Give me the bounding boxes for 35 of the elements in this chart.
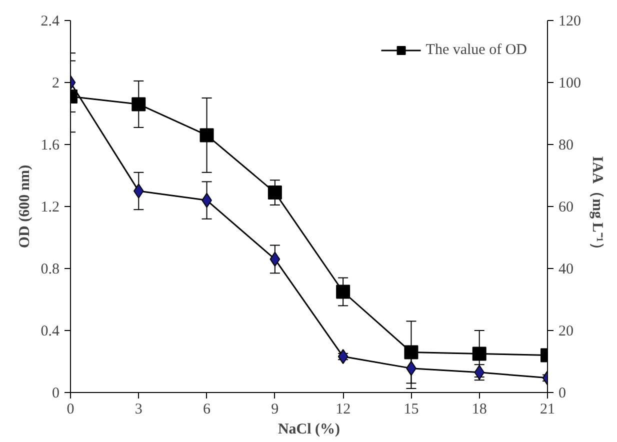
- y-axis-title: OD (600 nm): [16, 164, 33, 248]
- point: [268, 186, 282, 200]
- x-tick-label: 21: [540, 402, 555, 418]
- point: [472, 346, 486, 361]
- point: [404, 345, 418, 360]
- y-tick-label: 1.2: [40, 200, 60, 216]
- y-tick-label: 0.8: [40, 262, 60, 278]
- x-tick-label: 3: [134, 402, 142, 418]
- x-tick-label: 6: [203, 402, 212, 418]
- y2-axis-title: IAA（mg L⁻¹）: [589, 156, 605, 257]
- x-tick-label: 18: [472, 402, 487, 418]
- x-tick-label: 12: [336, 402, 351, 418]
- y-tick-label: 2.4: [40, 14, 60, 30]
- y2-tick-label: 20: [558, 324, 574, 340]
- y-tick-label: 1.6: [40, 138, 60, 154]
- legend-label: The value of OD: [426, 42, 527, 58]
- point: [338, 349, 348, 364]
- x-axis-title: NaCl (%): [278, 422, 340, 438]
- point: [336, 284, 350, 299]
- y2-tick-label: 40: [558, 262, 574, 278]
- point: [270, 252, 280, 267]
- y2-tick-label: 80: [558, 138, 574, 154]
- point: [200, 128, 214, 142]
- x-tick-label: 9: [271, 402, 279, 418]
- point: [133, 184, 144, 198]
- y2-tick-label: 60: [558, 200, 574, 216]
- x-tick-label: 15: [404, 402, 419, 418]
- y2-tick-label: 120: [558, 14, 581, 30]
- y-tick-label: 2: [52, 76, 60, 92]
- y-tick-label: 0: [52, 386, 60, 402]
- x-tick-label: 0: [66, 402, 74, 418]
- point: [132, 97, 146, 112]
- y-tick-label: 0.4: [40, 324, 60, 340]
- y2-tick-label: 100: [558, 76, 581, 92]
- y2-tick-label: 0: [558, 386, 566, 402]
